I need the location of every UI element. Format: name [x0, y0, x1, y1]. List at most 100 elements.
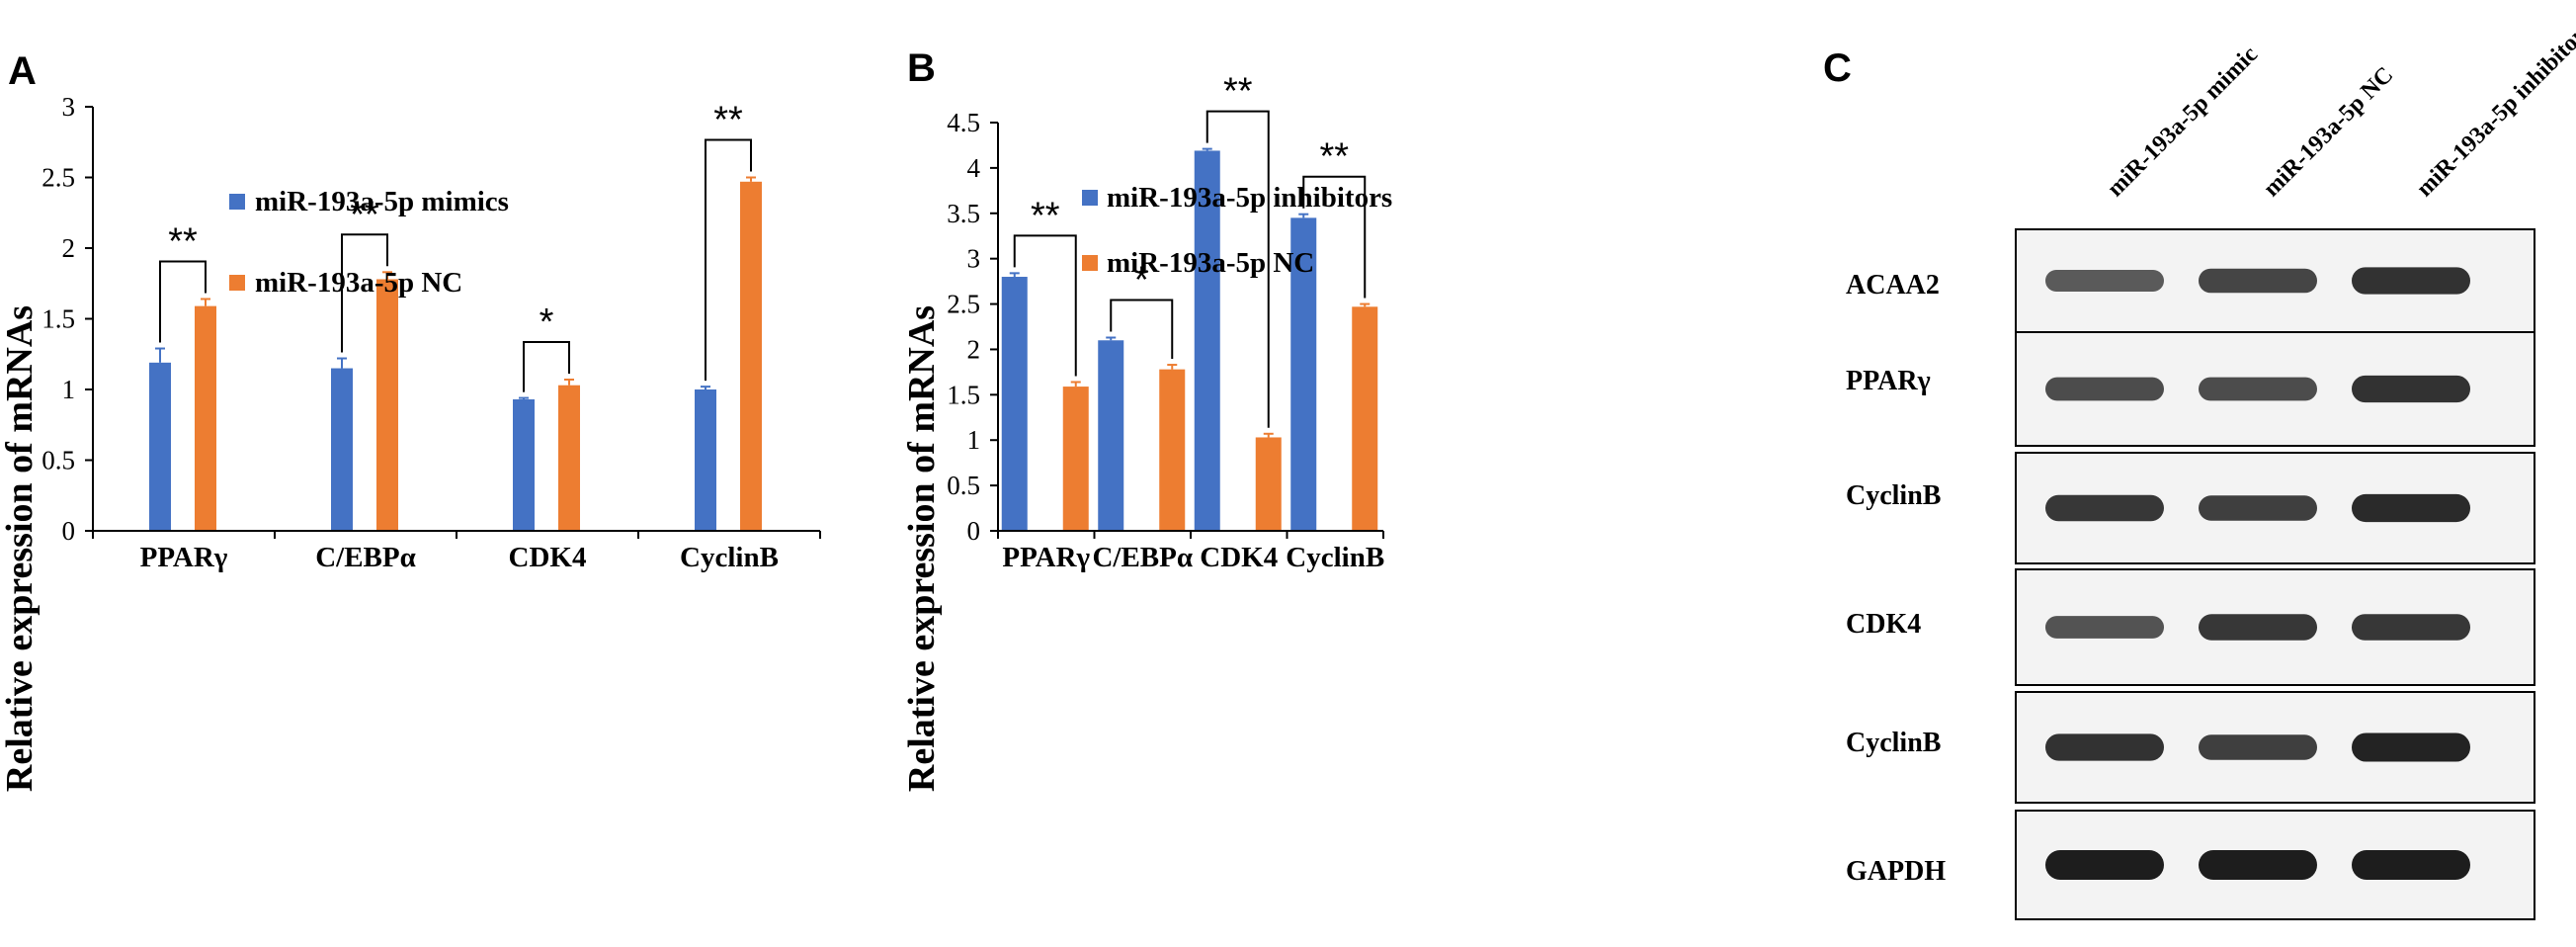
x-category-label: CyclinB	[1286, 542, 1384, 573]
significance-label: **	[713, 100, 743, 141]
panel-label-a: A	[8, 49, 37, 93]
significance-bracket	[1302, 175, 1367, 299]
blot-band	[2199, 268, 2317, 294]
significance-label: **	[1223, 71, 1253, 113]
x-category-label: C/EBPα	[1092, 542, 1193, 573]
y-tick-label: 2.5	[947, 290, 980, 319]
blot-band	[2352, 375, 2470, 403]
protein-label-acaa2: ACAA2	[1846, 270, 1940, 301]
blot-band	[2352, 850, 2470, 880]
significance-bracket	[523, 340, 570, 392]
y-tick-label: 1	[62, 375, 76, 404]
lane-label-1: miR-193a-5p mimic	[2103, 42, 2263, 202]
y-tick-label: 2.5	[42, 163, 75, 193]
bar-series-2	[376, 279, 398, 531]
legend-swatch-orange	[229, 275, 245, 291]
chart-a-bars: *******	[149, 100, 762, 532]
bar-series-1	[513, 399, 535, 531]
western-blot: miR-193a-5p mimic miR-193a-5p NC miR-193…	[1846, 23, 2576, 920]
bar-series-1	[1098, 340, 1124, 531]
chart-a-legend-series-2: miR-193a-5p NC	[255, 267, 462, 299]
significance-bracket	[341, 233, 388, 353]
blot-band	[2045, 850, 2164, 880]
x-category-label: CDK4	[509, 542, 587, 573]
y-tick-label: 0.5	[947, 471, 980, 500]
blot-band	[2045, 494, 2164, 522]
blot-band	[2352, 732, 2470, 762]
y-tick-label: 0	[62, 516, 76, 546]
protein-label-cyclinb-2: CyclinB	[1846, 728, 1941, 758]
chart-a-ylabel: Relative expression of mRNAs	[0, 305, 41, 792]
legend-swatch-blue	[1082, 190, 1098, 206]
bar-series-1	[1290, 217, 1317, 531]
y-tick-label: 1.5	[947, 380, 980, 409]
significance-bracket	[705, 138, 752, 382]
blot-band	[2199, 734, 2317, 760]
y-tick-label: 4.5	[947, 108, 980, 137]
bar-series-1	[1001, 277, 1028, 531]
y-tick-label: 1.5	[42, 304, 75, 334]
legend-swatch-blue	[229, 194, 245, 210]
bar-series-1	[695, 389, 716, 531]
chart-b-legend-series-1: miR-193a-5p inhibitors	[1107, 182, 1392, 214]
y-tick-label: 0.5	[42, 446, 75, 475]
bar-series-1	[1194, 150, 1220, 531]
bar-series-2	[558, 385, 580, 531]
chart-b-axes: 0 0.5 1 1.5 2 2.5 3 3.5 4 4.5 PPARγ C/EBPα CDK4 Cycli…	[947, 108, 1384, 573]
x-category-label: CDK4	[1200, 542, 1278, 573]
panel-label-b: B	[907, 46, 936, 90]
significance-label: *	[1134, 260, 1149, 301]
blot-band	[2199, 377, 2317, 401]
x-category-label: PPARγ	[140, 542, 228, 573]
x-category-label: PPARγ	[1002, 542, 1090, 573]
significance-label: **	[1031, 195, 1060, 236]
y-tick-label: 2	[62, 233, 76, 263]
blot-band	[2045, 616, 2164, 639]
significance-label: **	[350, 194, 379, 235]
chart-a-axes: 0 0.5 1 1.5 2 2.5 3 PPARγ C/EBPα CDK4 CyclinB	[42, 92, 821, 573]
chart-b-legend: miR-193a-5p inhibitors miR-193a-5p NC	[1082, 182, 1392, 279]
significance-bracket	[1110, 299, 1174, 360]
significance-bracket	[159, 260, 207, 343]
y-tick-label: 3	[967, 244, 981, 274]
protein-label-gapdh: GAPDH	[1846, 856, 1946, 887]
x-category-label: CyclinB	[680, 542, 779, 573]
significance-label: **	[1319, 136, 1349, 178]
bar-series-2	[1159, 369, 1186, 531]
y-tick-label: 3	[62, 92, 76, 122]
blot-band	[2352, 614, 2470, 641]
y-tick-label: 0	[967, 516, 981, 546]
bar-series-1	[149, 362, 171, 531]
x-category-label: C/EBPα	[315, 542, 416, 573]
bar-series-2	[1255, 437, 1282, 531]
legend-swatch-orange	[1082, 255, 1098, 271]
lane-label-2: miR-193a-5p NC	[2259, 62, 2398, 202]
blot-band	[2045, 377, 2164, 401]
blot-band	[2045, 733, 2164, 761]
panel-label-c: C	[1823, 46, 1852, 90]
chart-b-ylabel: Relative expression of mRNAs	[901, 305, 943, 792]
significance-label: *	[540, 301, 554, 343]
protein-label-cyclinb-1: CyclinB	[1846, 480, 1941, 511]
blot-band	[2199, 850, 2317, 880]
chart-b: Relative expression of mRNAs ******* 00.…	[901, 71, 1392, 792]
chart-a: Relative expression of mRNAs ******* 00.…	[0, 92, 821, 792]
y-tick-label: 3.5	[947, 199, 980, 228]
y-tick-label: 1	[967, 425, 981, 455]
chart-b-bars: *******	[1001, 71, 1378, 531]
bar-series-2	[740, 181, 762, 532]
blot-band	[2352, 267, 2470, 295]
blot-band	[2199, 614, 2317, 641]
lane-label-3: miR-193a-5p inhibitor	[2412, 23, 2576, 202]
chart-a-legend-series-1: miR-193a-5p mimics	[255, 186, 509, 217]
blot-band	[2199, 495, 2317, 521]
bar-series-1	[331, 368, 353, 531]
bar-series-2	[1062, 387, 1089, 531]
protein-label-ppar: PPARγ	[1846, 366, 1931, 396]
blot-band	[2352, 493, 2470, 523]
significance-label: **	[168, 220, 198, 262]
chart-a-legend: miR-193a-5p mimics miR-193a-5p NC	[229, 186, 509, 299]
protein-label-cdk4: CDK4	[1846, 609, 1921, 640]
significance-bracket	[1013, 234, 1077, 377]
